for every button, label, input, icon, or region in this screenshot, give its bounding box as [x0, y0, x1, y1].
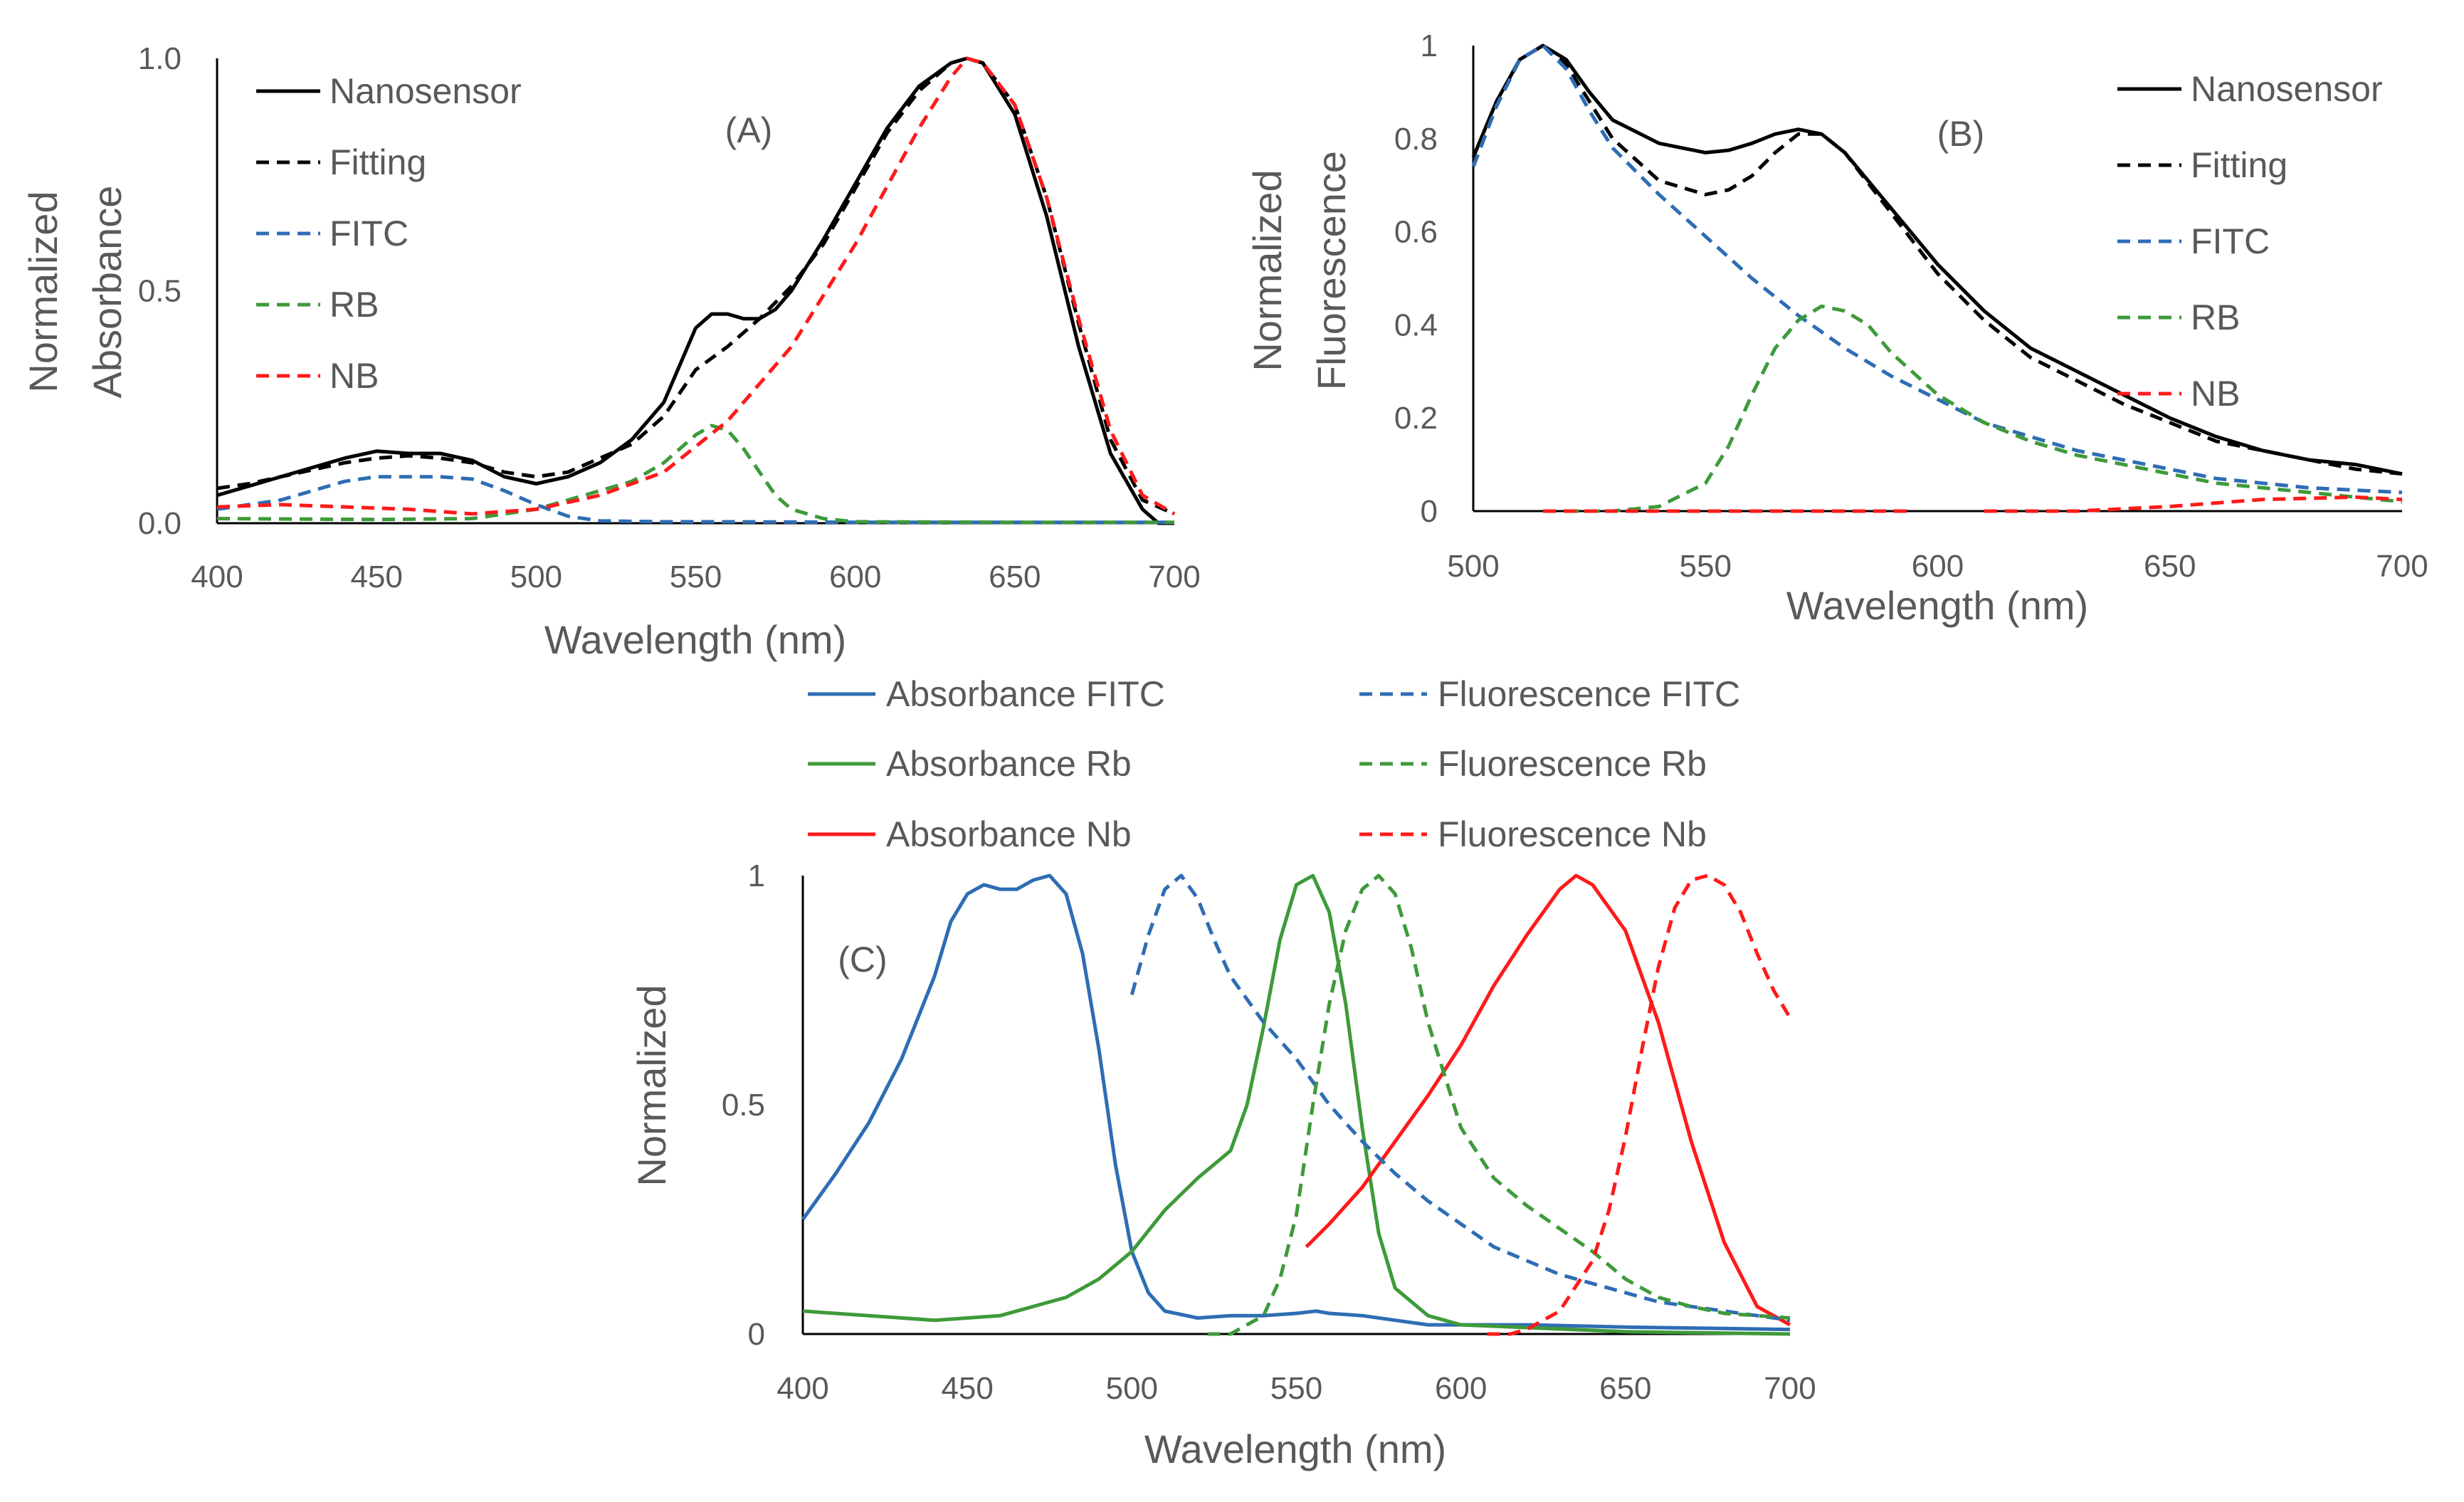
panel-b-y-tick-label: 0	[1421, 494, 1438, 529]
panel-a-series-fitting	[216, 56, 1175, 516]
panel-b-legend-label-fitc: FITC	[2191, 221, 2270, 261]
panel-a-x-tick-label: 450	[350, 560, 402, 594]
panel-c-legend-label-fluorescence-fitc: Fluorescence FITC	[1438, 674, 1740, 714]
panel-a-x-tick-label: 550	[670, 560, 722, 594]
panel-b-y-axis-label: Normalized	[1245, 169, 1290, 371]
panel-b-x-tick-label: 700	[2376, 549, 2428, 584]
panel-c-y-tick-label: 1	[748, 858, 765, 893]
panel-c-series-absorbance-rb	[802, 873, 1791, 1336]
panel-b-series-nb-segment-2	[1984, 495, 2403, 513]
panel-a-legend-label-nanosensor: Nanosensor	[330, 71, 522, 111]
panel-c-x-tick-label: 700	[1764, 1371, 1816, 1406]
panel-c-x-axis-label: Wavelength (nm)	[1144, 1427, 1446, 1471]
panel-a-x-tick-label: 600	[829, 560, 881, 594]
panel-a-x-tick-label: 500	[510, 560, 562, 594]
panel-c-series-fluorescence-fitc	[1130, 873, 1791, 1323]
panel-c-series-absorbance-fitc	[801, 873, 1791, 1332]
panel-b-legend-label-rb: RB	[2191, 298, 2240, 337]
panel-a-legend-label-fitting: Fitting	[330, 142, 426, 182]
panel-c-legend-label-absorbance-rb: Absorbance Rb	[886, 744, 1132, 784]
panel-c-y-axis-label: Normalized	[629, 984, 674, 1186]
panel-b-label: (B)	[1937, 114, 1985, 154]
panel-c-x-tick-label: 450	[941, 1371, 993, 1406]
panel-b-series-nanosensor	[1471, 43, 2403, 476]
panel-c-legend-label-absorbance-nb: Absorbance Nb	[886, 814, 1132, 854]
panel-b-y-axis-label: Fluorescence	[1309, 151, 1354, 390]
panel-c-y-tick-label: 0.5	[722, 1088, 765, 1123]
panel-a-y-tick-label: 0.5	[138, 274, 181, 309]
panel-a-y-tick-label: 0.0	[138, 506, 181, 541]
panel-a-x-tick-label: 700	[1148, 560, 1200, 594]
panel-b-legend-label-fitting: Fitting	[2191, 145, 2287, 185]
panel-c-x-tick-label: 600	[1435, 1371, 1487, 1406]
panel-a-label: (A)	[725, 110, 773, 150]
panel-b-series-fitting	[1471, 43, 2403, 476]
panel-c-legend-label-absorbance-fitc: Absorbance FITC	[886, 674, 1165, 714]
panel-b-x-tick-label: 600	[1912, 549, 1964, 584]
panel-b-series-rb	[1566, 304, 2403, 513]
panel-c-legend-label-fluorescence-nb: Fluorescence Nb	[1438, 814, 1707, 854]
panel-b-x-tick-label: 650	[2144, 549, 2196, 584]
panel-b-y-tick-label: 0.2	[1394, 401, 1438, 436]
panel-a-series-nb	[216, 56, 1176, 516]
panel-c-series-fluorescence-rb	[1207, 873, 1791, 1336]
panel-a-series-rb	[216, 424, 1174, 525]
panel-a-legend-label-nb: NB	[330, 356, 379, 396]
panel-a-y-tick-label: 1.0	[138, 41, 181, 76]
panel-b-y-tick-label: 1	[1421, 28, 1438, 63]
panel-b-y-tick-label: 0.6	[1394, 215, 1438, 250]
panel-c-y-tick-label: 0	[748, 1317, 765, 1352]
panel-a-x-axis-label: Wavelength (nm)	[544, 617, 846, 662]
panel-b-x-axis-label: Wavelength (nm)	[1786, 583, 2088, 628]
panel-a-x-tick-label: 400	[191, 560, 243, 594]
panel-c-legend-label-fluorescence-rb: Fluorescence Rb	[1438, 744, 1707, 784]
panel-b-legend-label-nb: NB	[2191, 374, 2240, 414]
panel-c-chart: 400 450 500 550 600 650 700 0 0.5 1 Wavelength (nm…	[629, 674, 1816, 1471]
panel-a-x-tick-label: 650	[989, 560, 1041, 594]
panel-c-x-tick-label: 500	[1106, 1371, 1158, 1406]
panel-c-x-tick-label: 550	[1270, 1371, 1322, 1406]
panel-a-series-nanosensor	[216, 56, 1174, 525]
panel-b-legend-label-nanosensor: Nanosensor	[2191, 69, 2383, 109]
panel-c-x-tick-label: 650	[1599, 1371, 1651, 1406]
panel-b-series-fitc	[1471, 43, 2403, 495]
panel-b-x-tick-label: 550	[1680, 549, 1732, 584]
panel-c-series-absorbance-nb	[1305, 873, 1791, 1327]
panel-c-x-tick-label: 400	[776, 1371, 828, 1406]
panel-a-legend-label-fitc: FITC	[330, 214, 409, 253]
panel-a-legend-label-rb: RB	[330, 285, 379, 325]
panel-a-chart: 400 450 500 550 600 650 700 0.0 0.5 1.0 Wavelength…	[21, 41, 1201, 662]
panel-b-x-tick-label: 500	[1447, 549, 1499, 584]
panel-c-label: (C)	[838, 940, 887, 980]
panel-c-series-fluorescence-nb	[1487, 873, 1792, 1336]
panel-a-y-axis-label: Normalized	[21, 191, 65, 392]
panel-b-y-tick-label: 0.4	[1394, 308, 1438, 342]
panel-b-y-tick-label: 0.8	[1394, 122, 1438, 157]
panel-b-chart: 500 550 600 650 700 0 0.2 0.4 0.6 0.8 1 Wavelength …	[1245, 28, 2428, 628]
panel-a-y-axis-label: Absorbance	[85, 186, 130, 399]
panel-a-series-fitc	[216, 475, 1174, 525]
